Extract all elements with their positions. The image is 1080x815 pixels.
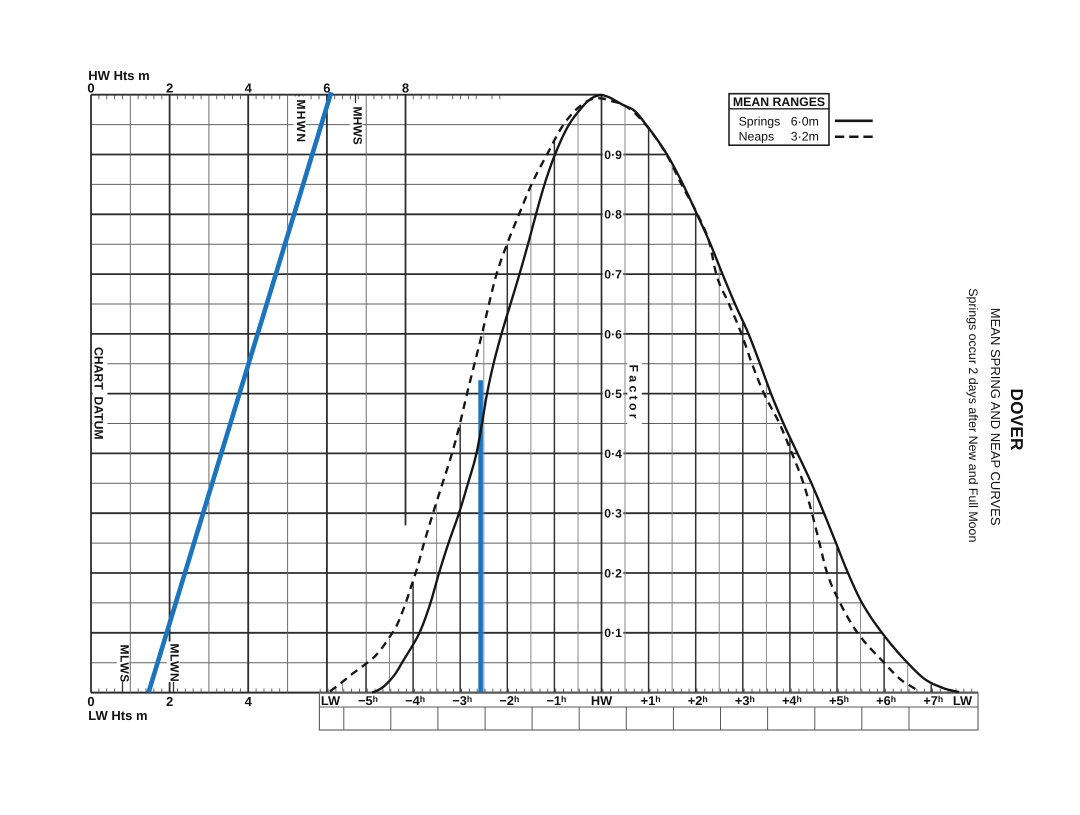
svg-text:8: 8 — [402, 80, 409, 95]
svg-text:LW: LW — [953, 693, 973, 708]
svg-text:CHART DATUM: CHART DATUM — [92, 347, 106, 440]
svg-text:LW: LW — [321, 693, 341, 708]
svg-text:MEAN SPRING AND NEAP CURVES: MEAN SPRING AND NEAP CURVES — [988, 308, 1003, 526]
svg-text:4: 4 — [245, 80, 253, 95]
svg-text:0·6: 0·6 — [604, 327, 622, 341]
svg-text:−4h: −4h — [405, 693, 425, 708]
svg-text:−2h: −2h — [499, 693, 519, 708]
svg-text:+4h: +4h — [782, 693, 802, 708]
svg-text:+5h: +5h — [829, 693, 849, 708]
svg-text:−5h: −5h — [358, 693, 378, 708]
svg-text:+3h: +3h — [735, 693, 755, 708]
svg-text:0·4: 0·4 — [604, 447, 622, 461]
svg-text:2: 2 — [166, 80, 173, 95]
svg-text:+7h: +7h — [923, 693, 943, 708]
svg-text:6: 6 — [323, 80, 330, 95]
svg-text:2: 2 — [166, 694, 173, 709]
svg-text:+1h: +1h — [641, 693, 661, 708]
svg-text:MLWN: MLWN — [168, 644, 182, 683]
svg-text:MEAN RANGES: MEAN RANGES — [733, 95, 825, 109]
svg-text:HW: HW — [591, 693, 613, 708]
svg-text:LW Hts m: LW Hts m — [88, 708, 147, 723]
svg-text:MLWS: MLWS — [117, 645, 131, 683]
svg-text:0·3: 0·3 — [604, 507, 622, 521]
svg-text:DOVER: DOVER — [1007, 389, 1027, 452]
svg-text:+6h: +6h — [876, 693, 896, 708]
svg-text:+2h: +2h — [688, 693, 708, 708]
svg-text:3·2m: 3·2m — [791, 130, 819, 144]
svg-text:0: 0 — [87, 80, 94, 95]
svg-text:Springs: Springs — [739, 114, 781, 128]
svg-text:0·5: 0·5 — [604, 387, 622, 401]
svg-text:Neaps: Neaps — [739, 130, 775, 144]
svg-text:0·9: 0·9 — [604, 148, 622, 162]
svg-text:6·0m: 6·0m — [791, 114, 819, 128]
svg-text:0·7: 0·7 — [604, 268, 622, 282]
svg-text:0·8: 0·8 — [604, 208, 622, 222]
svg-text:0: 0 — [87, 694, 94, 709]
svg-text:0·2: 0·2 — [604, 566, 622, 580]
svg-text:HW Hts m: HW Hts m — [88, 68, 149, 83]
svg-text:MHWS: MHWS — [351, 107, 365, 145]
svg-text:−3h: −3h — [452, 693, 472, 708]
svg-text:MHWN: MHWN — [294, 100, 308, 144]
svg-text:Factor: Factor — [627, 365, 641, 422]
svg-text:0·1: 0·1 — [604, 626, 622, 640]
svg-text:Springs occur 2 days after New: Springs occur 2 days after New and Full … — [966, 288, 980, 542]
svg-text:−1h: −1h — [546, 693, 566, 708]
svg-text:4: 4 — [245, 694, 253, 709]
